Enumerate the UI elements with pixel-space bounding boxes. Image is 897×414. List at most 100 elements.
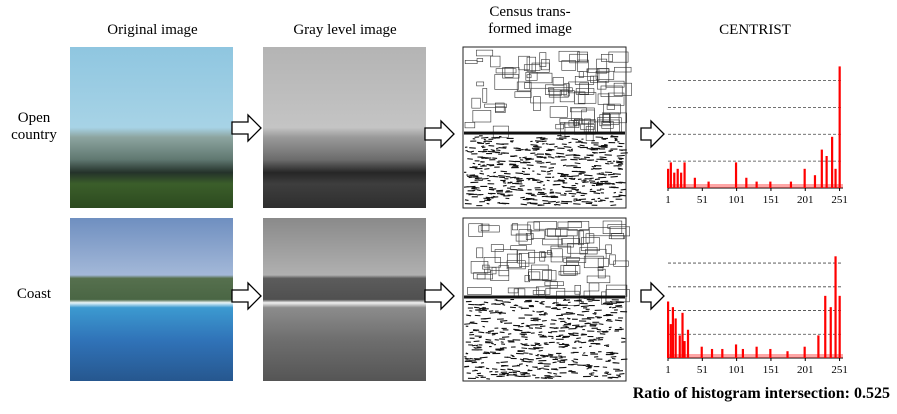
texture: [610, 301, 612, 302]
texture: [470, 358, 474, 359]
texture: [612, 358, 615, 359]
texture: [490, 312, 497, 313]
texture: [600, 200, 606, 201]
gray-image: [263, 47, 426, 208]
bar: [834, 256, 836, 358]
column-header: Gray level image: [260, 22, 430, 39]
texture: [587, 368, 589, 369]
texture: [590, 325, 596, 326]
bar: [670, 324, 672, 358]
texture: [593, 313, 597, 314]
texture: [465, 358, 471, 359]
bar: [824, 296, 826, 358]
x-tick-label: 1: [665, 194, 671, 206]
texture: [539, 332, 543, 333]
texture: [599, 157, 606, 158]
texture: [493, 196, 495, 197]
texture: [497, 312, 502, 313]
baseline-noise: [668, 354, 843, 358]
texture: [598, 201, 602, 202]
texture: [572, 361, 574, 362]
texture: [572, 139, 578, 140]
texture: [575, 163, 581, 164]
texture: [586, 175, 593, 176]
texture: [618, 168, 622, 169]
texture: [473, 163, 475, 164]
texture: [491, 150, 495, 151]
texture: [484, 169, 489, 170]
arrow: [425, 121, 454, 147]
texture: [484, 352, 490, 353]
texture: [569, 335, 575, 336]
texture: [616, 161, 623, 162]
row-label: Open country: [0, 110, 68, 144]
texture: [617, 155, 625, 156]
texture: [539, 350, 543, 351]
texture: [521, 344, 523, 345]
texture: [580, 145, 585, 146]
texture: [582, 182, 588, 183]
texture: [480, 357, 488, 358]
census-images: [463, 47, 632, 381]
column-header: CENTRIST: [700, 22, 810, 39]
texture: [607, 161, 611, 162]
texture: [496, 190, 503, 191]
texture: [600, 189, 604, 190]
texture: [492, 158, 497, 159]
texture: [597, 329, 601, 330]
texture: [576, 200, 580, 201]
texture: [491, 138, 495, 139]
texture: [573, 201, 575, 202]
texture: [551, 320, 557, 321]
column-header: Original image: [80, 22, 225, 39]
texture: [527, 325, 531, 326]
caption: Ratio of histogram intersection: 0.525: [560, 385, 890, 402]
texture: [554, 376, 561, 377]
bar: [821, 150, 823, 188]
bar: [675, 318, 677, 358]
texture: [497, 162, 500, 163]
texture: [549, 168, 554, 169]
texture: [480, 173, 484, 174]
texture: [593, 370, 597, 371]
texture: [511, 355, 514, 356]
texture: [464, 132, 625, 135]
texture: [547, 171, 551, 172]
texture: [477, 190, 481, 191]
x-tick-label: 251: [831, 364, 848, 376]
texture: [612, 307, 616, 308]
texture: [554, 146, 557, 147]
bar: [826, 156, 828, 188]
texture: [509, 161, 516, 162]
texture: [498, 148, 506, 149]
texture: [562, 186, 565, 187]
texture: [542, 144, 544, 145]
bar: [681, 313, 683, 358]
texture: [475, 180, 480, 181]
x-tick-label: 51: [697, 194, 708, 206]
texture: [488, 331, 494, 332]
texture: [502, 304, 505, 305]
row-label: Coast: [0, 286, 68, 303]
texture: [516, 181, 522, 182]
texture: [507, 369, 510, 370]
texture: [532, 179, 539, 180]
texture: [484, 302, 488, 303]
texture: [557, 173, 563, 174]
texture: [587, 202, 593, 203]
texture: [512, 366, 519, 367]
texture: [566, 312, 573, 313]
texture: [610, 205, 616, 206]
texture: [569, 193, 576, 194]
texture: [477, 142, 482, 143]
texture: [590, 183, 596, 184]
texture: [520, 186, 525, 187]
texture: [605, 331, 607, 332]
texture: [533, 311, 535, 312]
texture: [562, 337, 569, 338]
texture: [482, 165, 484, 166]
texture: [550, 328, 558, 329]
texture: [543, 189, 546, 190]
texture: [528, 370, 530, 371]
texture: [515, 173, 523, 174]
